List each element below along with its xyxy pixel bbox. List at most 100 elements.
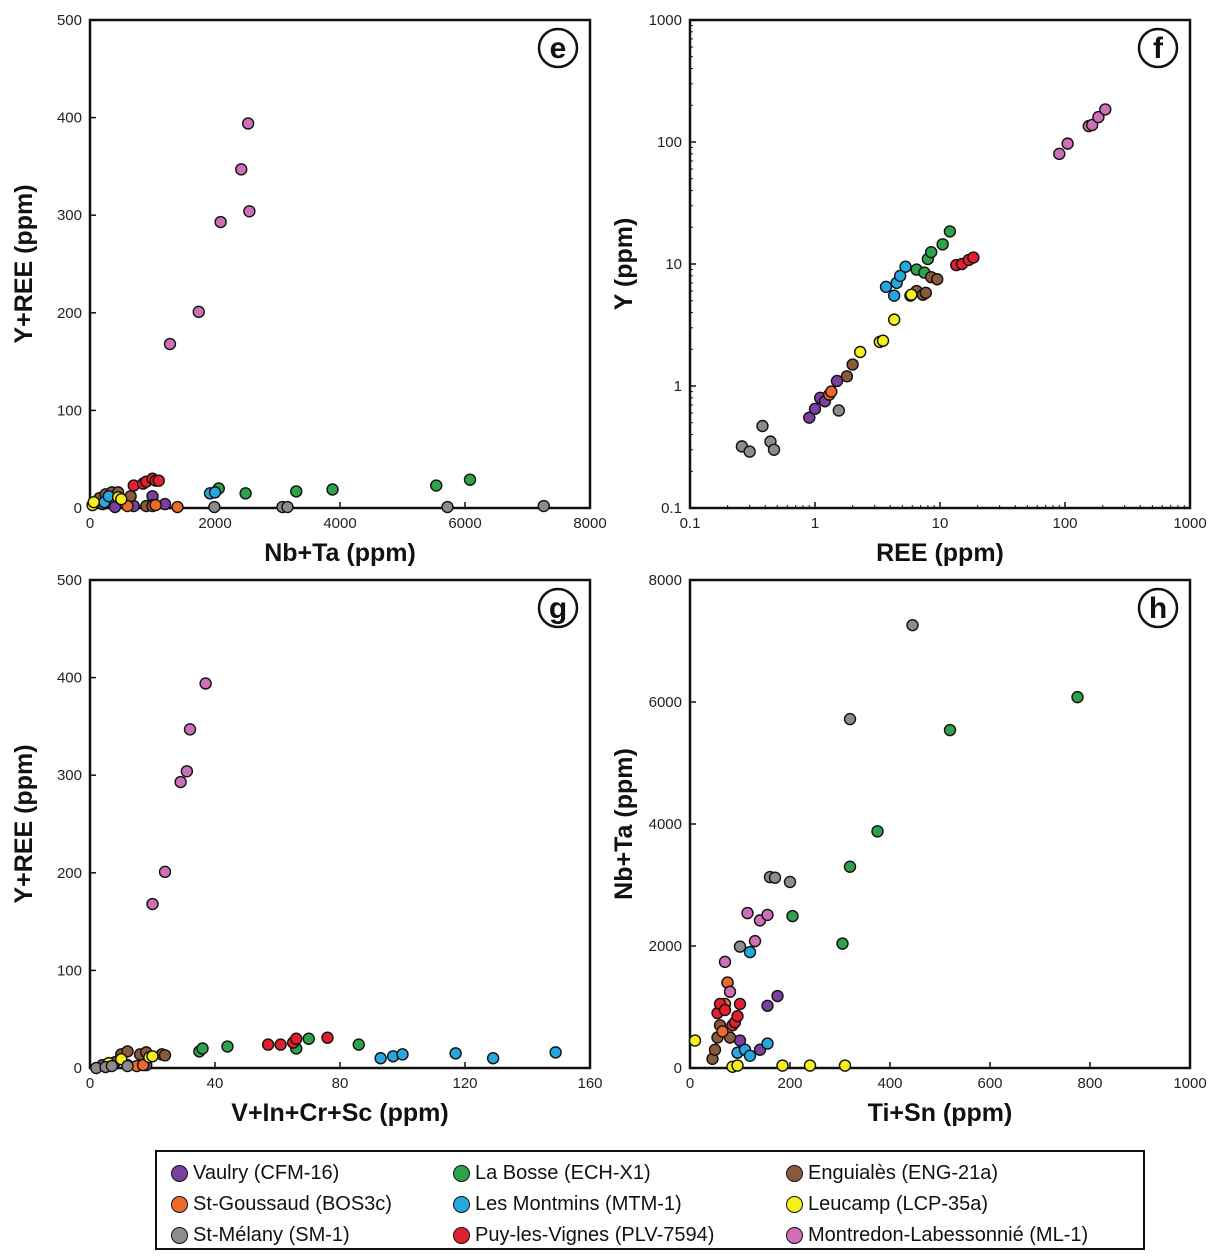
data-point-leucamp bbox=[776, 1059, 789, 1072]
data-point-labosse bbox=[196, 1042, 209, 1055]
series-labosse bbox=[193, 1032, 365, 1058]
data-point-labosse bbox=[943, 723, 957, 737]
data-point-enguiales bbox=[846, 358, 859, 371]
x-tick-label: 120 bbox=[452, 1075, 477, 1092]
data-point-montredon bbox=[1061, 137, 1074, 150]
y-tick-label: 400 bbox=[57, 110, 82, 127]
panel-letter: f bbox=[1153, 32, 1164, 65]
data-point-leucamp bbox=[887, 313, 901, 326]
legend-swatch bbox=[171, 1227, 188, 1244]
legend-item-montredon: Montredon-Labessonnié (ML-1) bbox=[786, 1220, 1161, 1251]
y-tick-label: 0 bbox=[674, 1060, 682, 1077]
data-point-puy bbox=[321, 1031, 334, 1044]
data-point-stmelany bbox=[105, 1059, 119, 1073]
x-tick-label: 4000 bbox=[323, 515, 356, 532]
y-tick-label: 300 bbox=[57, 767, 82, 784]
legend-item-enguiales: Enguialès (ENG-21a) bbox=[786, 1158, 1161, 1189]
panel-f: 0.1 1 10 100 1000 0.1 1 10 100 1000 REE (ppm) Y (pp… bbox=[610, 12, 1207, 567]
data-point-leucamp bbox=[876, 334, 890, 347]
y-tick-label: 400 bbox=[57, 670, 82, 687]
series-puy bbox=[127, 472, 165, 492]
series-stmelany bbox=[90, 1059, 134, 1075]
data-point-puy bbox=[152, 474, 165, 487]
data-point-leucamp bbox=[115, 493, 128, 506]
data-point-montmins bbox=[899, 260, 912, 273]
legend: Vaulry (CFM-16) La Bosse (ECH-X1) Enguialè… bbox=[155, 1150, 1145, 1250]
data-point-leucamp bbox=[838, 1059, 852, 1072]
data-point-montredon bbox=[748, 934, 762, 948]
panel-badge bbox=[537, 27, 579, 69]
x-tick-label: 0 bbox=[86, 515, 94, 532]
data-point-stmelany bbox=[121, 1059, 134, 1073]
legend-label: Enguialès (ENG-21a) bbox=[808, 1162, 999, 1184]
series-vaulry bbox=[733, 989, 784, 1056]
series-vaulry bbox=[803, 374, 844, 424]
data-point-stmelany bbox=[906, 618, 919, 632]
data-point-montredon bbox=[235, 163, 248, 176]
panel-badge bbox=[1137, 587, 1179, 629]
legend-item-puy: Puy-les-Vignes (PLV-7594) bbox=[453, 1220, 786, 1251]
data-point-montmins bbox=[549, 1046, 562, 1059]
x-axis-title: REE (ppm) bbox=[876, 539, 1004, 567]
data-point-labosse bbox=[943, 225, 957, 238]
series-montmins bbox=[731, 945, 774, 1063]
series-stmelany bbox=[735, 404, 845, 458]
series-labosse bbox=[212, 473, 477, 500]
x-axis-title: Ti+Sn (ppm) bbox=[868, 1099, 1013, 1127]
series-stmelany bbox=[733, 618, 919, 953]
data-point-montredon bbox=[718, 955, 732, 969]
data-point-leucamp bbox=[688, 1034, 702, 1047]
data-point-puy bbox=[718, 1003, 732, 1017]
data-point-montmins bbox=[743, 945, 757, 959]
data-point-montredon bbox=[214, 215, 227, 229]
legend-label: Leucamp (LCP-35a) bbox=[808, 1193, 989, 1215]
x-tick-label: 600 bbox=[977, 1075, 1002, 1092]
data-point-montmins bbox=[449, 1047, 462, 1060]
data-point-labosse bbox=[430, 479, 443, 492]
data-point-montmins bbox=[879, 280, 893, 294]
y-tick-label: 100 bbox=[57, 962, 82, 979]
series-montmins bbox=[879, 260, 912, 302]
x-tick-label: 1000 bbox=[1173, 515, 1206, 532]
legend-item-labosse: La Bosse (ECH-X1) bbox=[453, 1158, 786, 1189]
series-leucamp bbox=[688, 1034, 852, 1073]
data-point-montredon bbox=[741, 906, 754, 920]
data-point-labosse bbox=[1071, 690, 1084, 704]
panel-letter: h bbox=[1149, 592, 1167, 625]
plot-frame bbox=[688, 578, 1192, 1070]
data-point-labosse bbox=[221, 1040, 234, 1053]
legend-swatch bbox=[171, 1165, 188, 1182]
data-point-montredon bbox=[180, 765, 194, 778]
data-point-labosse bbox=[786, 909, 799, 923]
legend-item-montmins: Les Montmins (MTM-1) bbox=[453, 1189, 786, 1220]
data-point-montmins bbox=[374, 1052, 387, 1065]
data-point-labosse bbox=[924, 245, 938, 259]
legend-swatch bbox=[171, 1196, 188, 1213]
data-point-leucamp bbox=[146, 1050, 159, 1063]
y-tick-label: 8000 bbox=[649, 572, 682, 589]
data-point-montredon bbox=[1099, 103, 1112, 116]
x-tick-label: 80 bbox=[332, 1075, 349, 1092]
legend-item-vaulry: Vaulry (CFM-16) bbox=[171, 1158, 453, 1189]
data-point-stmelany bbox=[768, 871, 782, 884]
series-puy bbox=[950, 251, 980, 272]
data-point-stmelany bbox=[843, 712, 857, 726]
series-leucamp bbox=[86, 491, 128, 512]
data-point-vaulry bbox=[803, 411, 816, 424]
data-point-enguiales bbox=[708, 1043, 722, 1056]
y-axis-title: Nb+Ta (ppm) bbox=[610, 748, 638, 900]
data-point-montmins bbox=[208, 486, 222, 499]
data-point-montmins bbox=[893, 269, 907, 283]
x-tick-label: 10 bbox=[932, 515, 949, 532]
data-point-stgoussaud bbox=[716, 1025, 729, 1038]
legend-item-stmelany: St-Mélany (SM-1) bbox=[171, 1220, 453, 1251]
y-tick-label: 6000 bbox=[649, 694, 682, 711]
legend-swatch bbox=[786, 1165, 803, 1182]
x-tick-label: 40 bbox=[207, 1075, 224, 1092]
data-point-labosse bbox=[239, 487, 252, 500]
data-point-montredon bbox=[158, 865, 172, 879]
series-stgoussaud bbox=[823, 385, 838, 401]
legend-swatch bbox=[453, 1196, 470, 1213]
data-point-montredon bbox=[199, 677, 212, 690]
data-point-stmelany bbox=[733, 940, 747, 953]
